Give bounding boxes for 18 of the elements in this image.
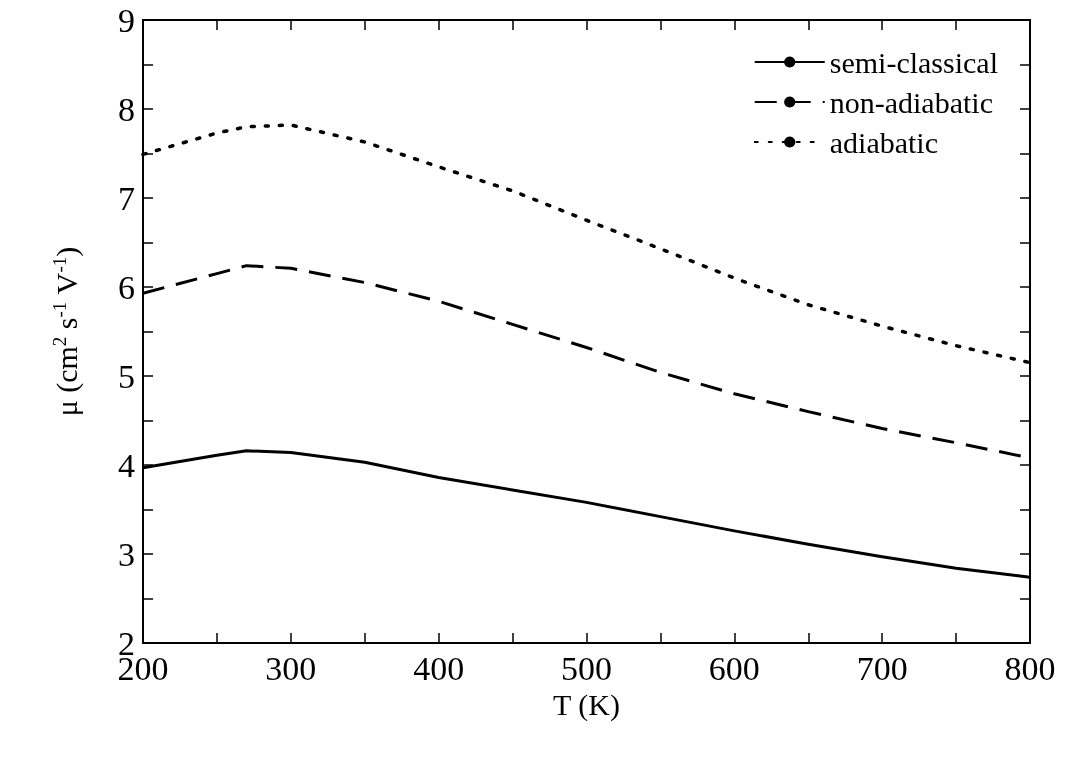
x-tick-label: 700 [856,649,908,687]
x-tick-label: 300 [265,649,317,687]
legend-label: non-adiabatic [829,85,993,119]
x-axis-title: T (K) [553,688,620,723]
y-tick-label: 3 [118,535,135,573]
y-tick-label: 9 [118,1,135,39]
x-tick-label: 600 [708,649,760,687]
x-tick-label: 400 [413,649,465,687]
y-axis-title: μ (cm2 s-1 V-1) [49,246,84,417]
y-tick-label: 4 [118,446,135,484]
y-tick-label: 7 [118,179,135,217]
legend-label: semi-classical [829,45,999,79]
y-tick-label: 6 [118,268,135,306]
y-tick-label: 5 [118,357,135,395]
legend-label: adiabatic [829,125,939,159]
x-tick-label: 800 [1004,649,1056,687]
y-tick-label: 8 [118,90,135,128]
x-tick-label: 500 [561,649,612,687]
